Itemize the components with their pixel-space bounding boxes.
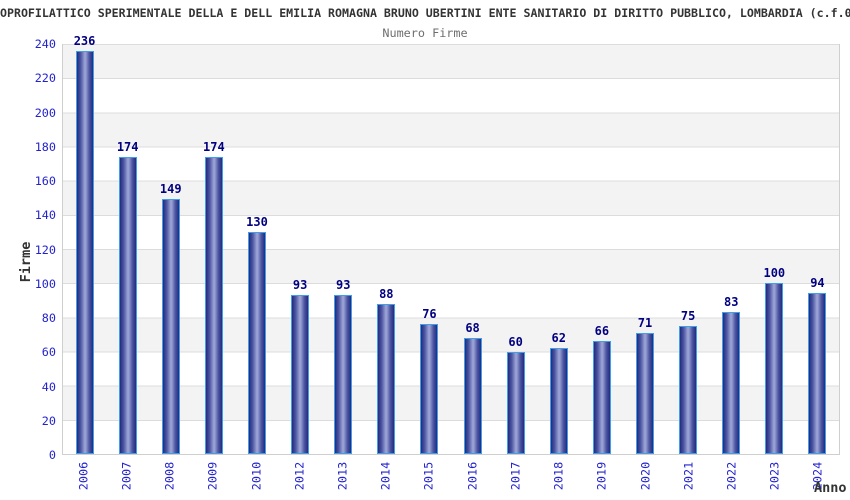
bar-value-label: 149	[159, 182, 182, 197]
y-tick-label: 80	[41, 311, 56, 325]
bar-value-label: 174	[203, 139, 225, 154]
bar	[247, 231, 266, 454]
bar	[118, 156, 137, 454]
bar-value-label: 68	[465, 320, 480, 335]
bar	[463, 337, 482, 454]
bar	[765, 283, 784, 454]
bar-value-label: 83	[723, 295, 739, 310]
bar-group: 75	[667, 44, 710, 454]
bar	[679, 325, 698, 454]
bar-group: 93	[322, 44, 365, 454]
x-tick-label: 2018	[551, 461, 566, 491]
x-tick-label: 2015	[421, 461, 436, 491]
x-tick-label: 2017	[508, 461, 523, 491]
y-tick-label: 60	[41, 345, 56, 360]
bar-group: 93	[279, 44, 322, 454]
x-tick-label: 2019	[594, 461, 609, 491]
bar-value-label: 130	[246, 214, 268, 229]
bar-value-label: 100	[763, 266, 786, 281]
bar-group: 71	[623, 44, 666, 454]
bar-group: 130	[235, 44, 278, 454]
x-tick-label: 2022	[724, 461, 739, 491]
bar	[204, 156, 223, 454]
bar	[161, 199, 180, 454]
plot-area: 236 174 149 174 130 93 93 88 76 68 60 62 66 71 75 83 100…	[62, 34, 840, 455]
y-tick-label: 240	[34, 37, 56, 51]
x-tick-label: 2012	[292, 461, 307, 491]
x-tick-label: 2007	[119, 461, 134, 491]
bar	[420, 324, 439, 454]
bars: 236 174 149 174 130 93 93 88 76 68 60 62 66 71 75 83 100…	[63, 34, 839, 454]
x-tick-label: 2009	[205, 461, 220, 491]
bar-group: 68	[451, 44, 494, 454]
y-tick-label: 140	[34, 208, 56, 223]
x-axis-tick-labels: 2006 2007 2008 2009 2010 2012 2013 2014 2015 2016…	[62, 459, 840, 500]
bar-group: 236	[63, 34, 106, 454]
bar	[506, 351, 525, 454]
bar	[75, 50, 94, 454]
bar-value-label: 93	[335, 278, 351, 293]
bar-value-label: 236	[73, 33, 96, 48]
bar-value-label: 93	[292, 278, 308, 293]
y-tick-label: 220	[34, 71, 56, 86]
bar-group: 62	[537, 44, 580, 454]
bar-group: 83	[710, 44, 753, 454]
bar	[722, 312, 741, 454]
bar	[808, 293, 827, 454]
bar-group: 76	[408, 44, 451, 454]
x-tick-label: 2008	[162, 461, 177, 491]
y-tick-label: 0	[48, 448, 56, 462]
bar-group: 149	[149, 44, 192, 454]
bar-group: 60	[494, 44, 537, 454]
bar-value-label: 88	[379, 286, 394, 301]
x-tick-label: 2013	[335, 461, 350, 491]
bar-value-label: 76	[422, 307, 437, 322]
bar-group: 94	[796, 44, 839, 454]
bar-value-label: 62	[551, 331, 566, 346]
bar-value-label: 71	[637, 315, 653, 330]
bar-group: 88	[365, 44, 408, 454]
y-tick-label: 40	[41, 379, 56, 394]
bar-group: 174	[192, 44, 235, 454]
bar-value-label: 94	[810, 276, 825, 291]
x-tick-label: 2014	[378, 461, 393, 491]
bar-group: 174	[106, 44, 149, 454]
x-tick-label: 2023	[767, 461, 782, 491]
x-tick-label: 2021	[681, 461, 696, 491]
bar-group: 100	[753, 44, 796, 454]
x-tick-label: 2020	[638, 461, 652, 491]
bar	[334, 295, 353, 454]
bar	[291, 295, 310, 454]
y-tick-label: 120	[34, 242, 56, 257]
bar-group: 66	[580, 44, 623, 454]
chart-title: OPROFILATTICO SPERIMENTALE DELLA E DELL …	[0, 6, 850, 20]
bar	[635, 332, 654, 454]
bar-value-label: 174	[116, 139, 139, 154]
x-tick-label: 2016	[465, 461, 480, 491]
y-tick-label: 160	[34, 174, 56, 188]
x-axis-title: Anno	[814, 480, 847, 496]
y-tick-label: 200	[34, 105, 56, 120]
y-tick-label: 20	[41, 413, 56, 428]
bar-value-label: 66	[594, 324, 610, 339]
y-axis-tick-labels: 0 20 40 60 80 100 120 140 160 180 200 220 240	[0, 0, 56, 500]
x-tick-label: 2006	[76, 461, 91, 491]
bar-value-label: 75	[680, 308, 696, 323]
x-tick-label: 2010	[249, 461, 263, 491]
chart-subtitle: Numero Firme	[382, 26, 468, 40]
bar	[592, 341, 611, 454]
bar	[377, 303, 396, 454]
bar-value-label: 60	[508, 334, 523, 349]
y-tick-label: 100	[34, 276, 56, 291]
bar	[549, 348, 568, 454]
y-tick-label: 180	[34, 139, 56, 154]
